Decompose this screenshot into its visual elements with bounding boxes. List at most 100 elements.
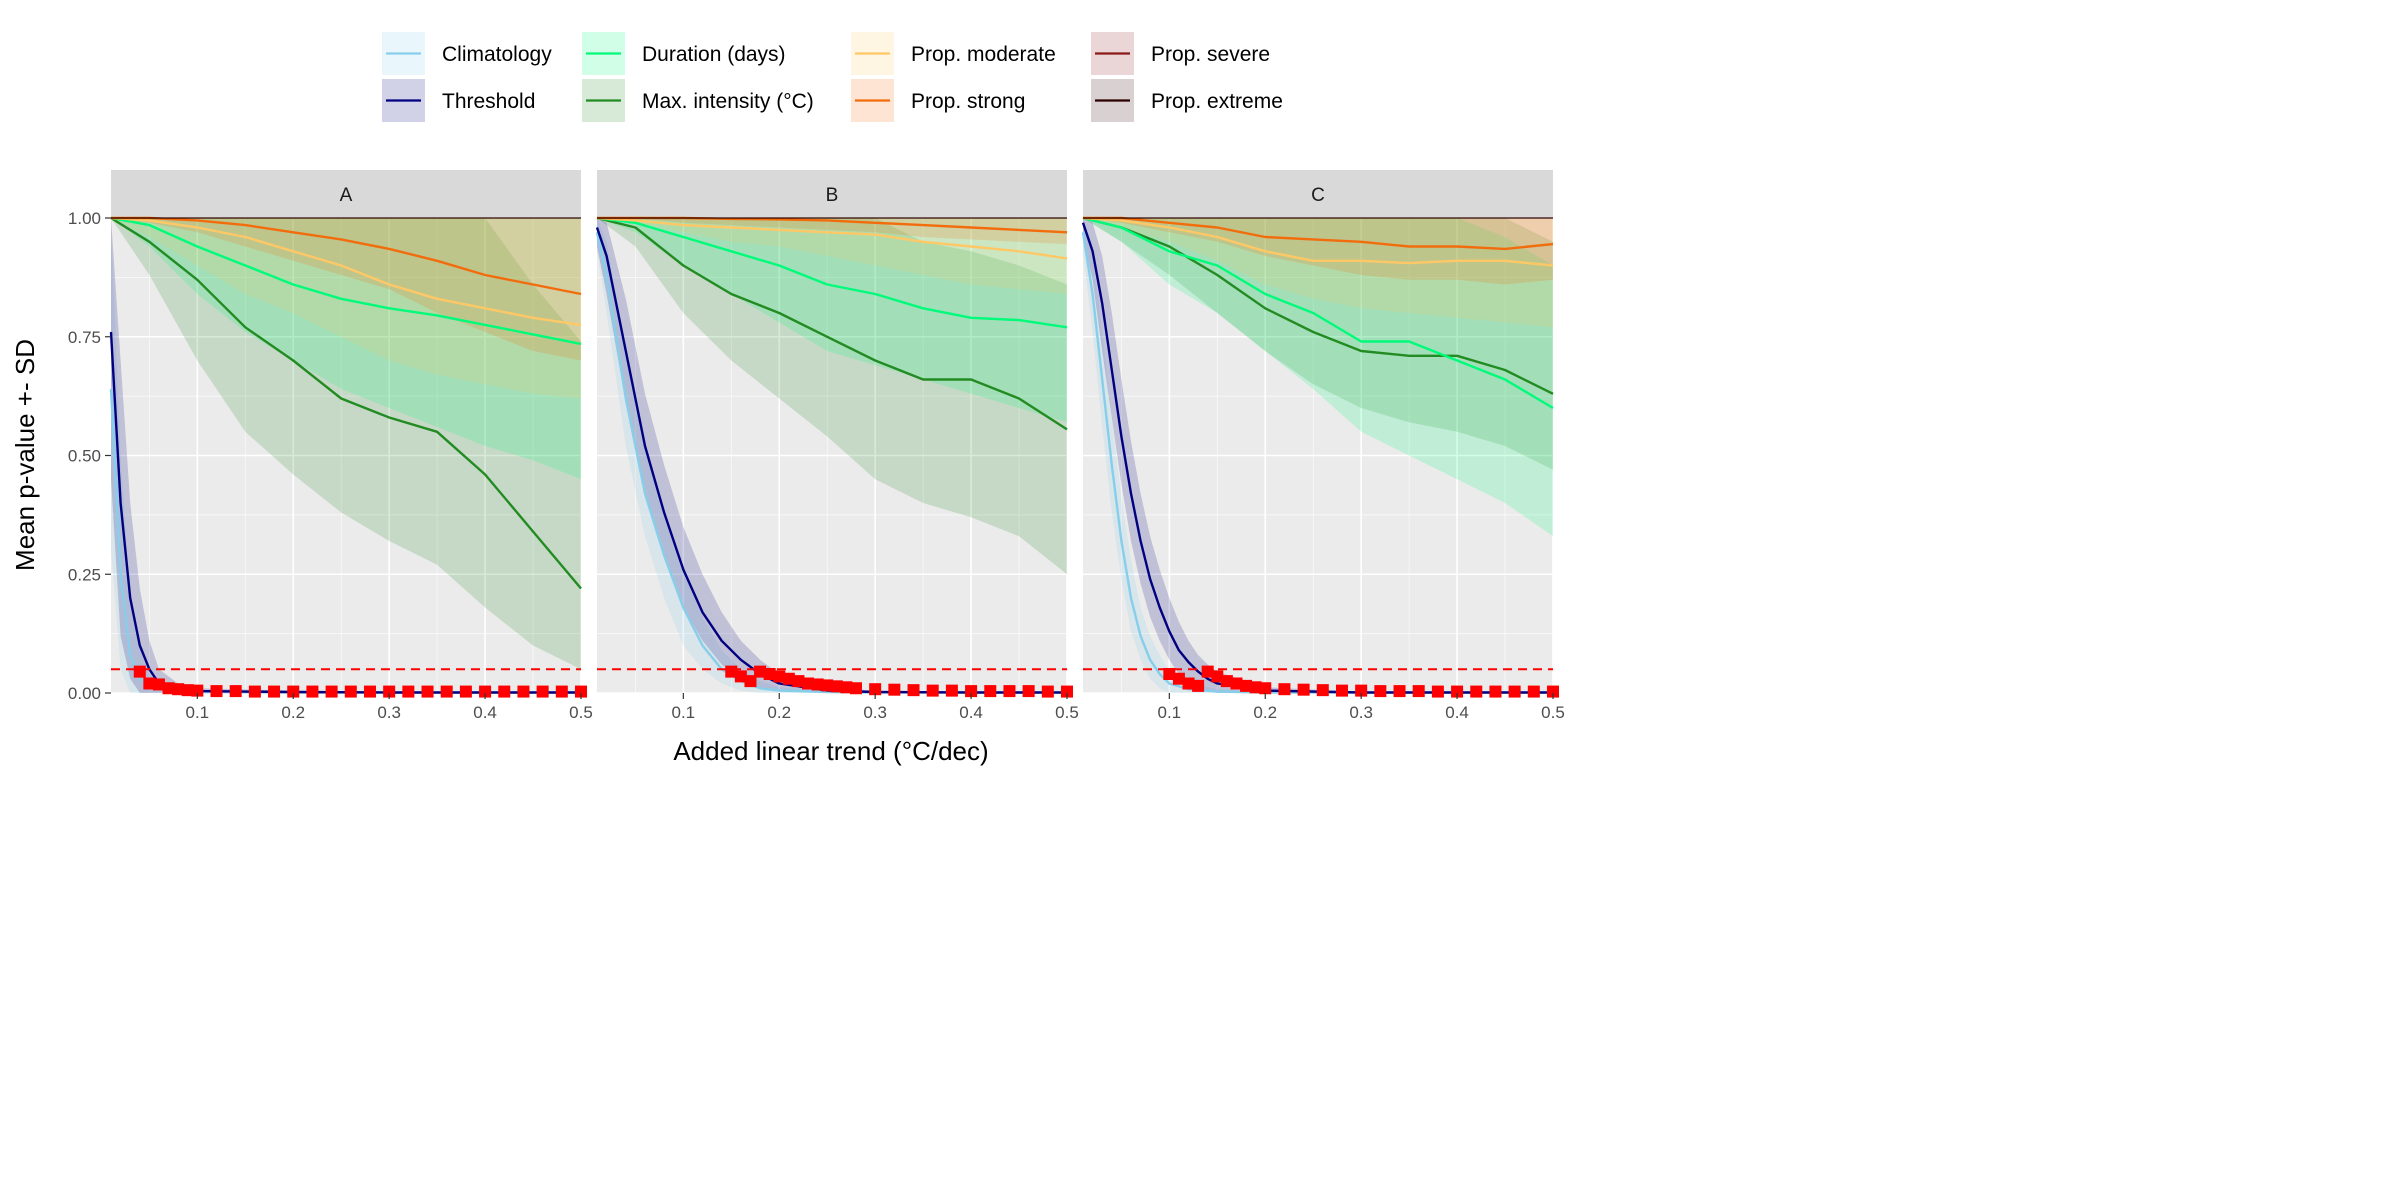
legend-label-duration-days: Duration (days) [642,43,786,66]
significant-point [1316,684,1329,697]
sd-ribbons [597,218,1067,693]
legend-item-prop-strong: Prop. strong [851,79,1025,122]
significant-point [773,670,786,683]
legend-item-max-intensity-c: Max. intensity (°C) [582,79,814,122]
y-tick-label: 0.00 [68,684,101,703]
significant-point [1240,679,1253,692]
significant-point [162,682,175,695]
x-tick-label: 0.2 [767,703,791,722]
significant-points [1163,665,1559,698]
significant-point [459,685,472,698]
significant-point [1470,685,1483,698]
panels: A B C [109,170,1559,698]
significant-point [840,681,853,694]
panel-strip-label: C [1311,185,1325,206]
x-axis-panel-c: 0.1 0.2 0.3 0.4 0.5 [1158,693,1565,722]
series-line-max-intensity-c [596,216,1068,431]
significant-point [1297,683,1310,696]
x-tick-label: 0.4 [959,703,983,722]
x-tick-label: 0.1 [186,703,210,722]
significant-point [1547,685,1559,698]
sd-ribbon-prop-strong [111,218,581,361]
significant-point [172,683,185,696]
sd-ribbon-duration-days [1083,218,1553,537]
significant-point [1412,685,1425,698]
series-line-prop-strong [111,216,582,296]
significant-point [1041,685,1054,698]
series-line-max-intensity-c [1082,216,1554,395]
panel-strip [597,170,1067,218]
significant-point [536,685,549,698]
significant-point [1249,681,1262,694]
x-tick-label: 0.4 [473,703,497,722]
panel-a: A [109,170,587,698]
significant-point [181,684,194,697]
legend-label-prop-extreme: Prop. extreme [1151,90,1283,113]
significant-point [229,685,242,698]
significant-point [421,685,434,698]
significant-point [1451,685,1464,698]
y-tick-label: 0.50 [68,447,101,466]
sd-ribbon-prop-strong [597,218,1067,245]
significant-point [287,685,300,698]
sd-ribbons [111,218,581,693]
significant-point [907,684,920,697]
x-axis-panel-b: 0.1 0.2 0.3 0.4 0.5 [672,693,1079,722]
significant-point [1335,684,1348,697]
x-tick-label: 0.4 [1445,703,1469,722]
x-tick-label: 0.1 [672,703,696,722]
panel-c: C [1081,170,1559,698]
significant-point [210,685,223,698]
legend-label-max-intensity-c: Max. intensity (°C) [642,90,814,113]
significant-point [363,685,376,698]
legend-item-prop-moderate: Prop. moderate [851,32,1056,75]
legend-label-prop-moderate: Prop. moderate [911,43,1056,66]
legend-item-duration-days: Duration (days) [582,32,786,75]
significant-point [1489,685,1502,698]
significant-point [965,685,978,698]
significant-point [1182,677,1195,690]
legend-label-prop-strong: Prop. strong [911,90,1025,113]
panel-strip-label: B [826,185,839,206]
significant-point [133,665,146,678]
sd-ribbon-max-intensity-c [597,218,1067,575]
significant-point [1355,684,1368,697]
y-axis-title: Mean p-value +- SD [10,339,40,571]
x-tick-label: 0.1 [1158,703,1182,722]
significant-point [1278,683,1291,696]
panel-strip-label: A [340,185,353,206]
legend: Climatology Duration (days) Prop. moderate… [382,32,1283,122]
significant-point [1259,682,1272,695]
significant-point [1192,679,1205,692]
significant-point [782,672,795,685]
x-axis-title: Added linear trend (°C/dec) [673,736,988,766]
significant-point [802,677,815,690]
significant-point [479,685,492,698]
series-line-prop-strong [1083,216,1554,251]
significant-point [1374,685,1387,698]
y-tick-label: 0.75 [68,328,101,347]
significant-point [1527,685,1540,698]
legend-label-threshold: Threshold [442,90,535,113]
series-line-prop-moderate [596,216,1068,260]
significant-point [984,685,997,698]
significant-point [1003,685,1016,698]
legend-label-prop-severe: Prop. severe [1151,43,1270,66]
series-line-duration-days [110,216,582,346]
significant-point [1211,670,1224,683]
significant-point [744,675,757,688]
sd-ribbon-max-intensity-c [1083,218,1553,470]
significant-point [402,685,415,698]
significant-point [575,685,587,698]
series-line-max-intensity-c [110,216,582,590]
significant-point [1172,672,1185,685]
legend-item-threshold: Threshold [382,79,535,122]
significant-point [440,685,453,698]
y-tick-label: 0.25 [68,565,101,584]
chart: Climatology Duration (days) Prop. moderate… [0,0,1568,784]
significant-point [555,685,568,698]
significant-point [1201,665,1214,678]
legend-item-prop-extreme: Prop. extreme [1091,79,1283,122]
y-tick-label: 1.00 [68,209,101,228]
x-tick-label: 0.2 [1253,703,1277,722]
